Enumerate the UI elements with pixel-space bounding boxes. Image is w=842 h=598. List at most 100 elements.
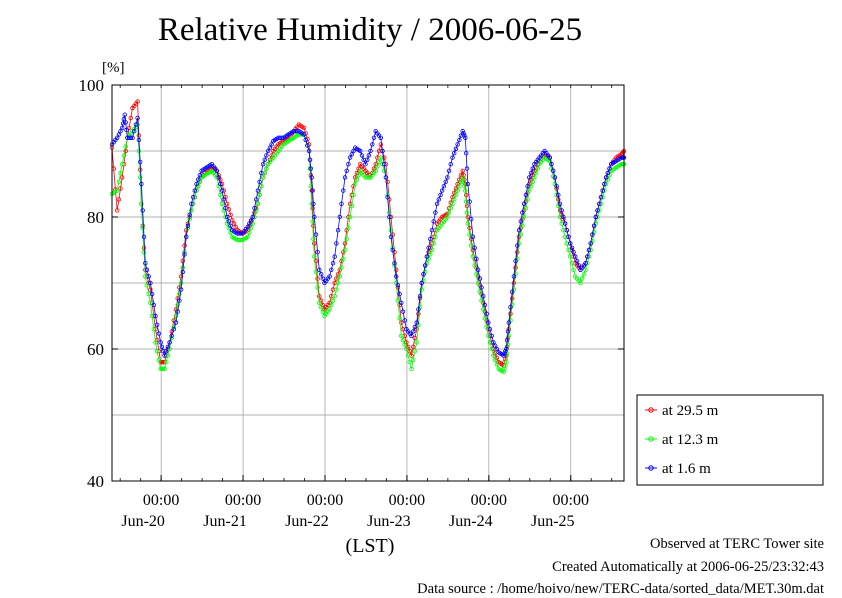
series-point-1: [114, 188, 120, 193]
series-point-2: [218, 181, 223, 187]
series-point-2: [221, 197, 226, 202]
series-point-2: [489, 333, 494, 338]
series-point-2: [185, 223, 191, 228]
series-point-0: [178, 274, 184, 279]
series-point-1: [151, 327, 156, 332]
series-point-2: [474, 256, 479, 261]
series-point-2: [370, 142, 375, 147]
series-point-2: [171, 327, 176, 332]
series-point-2: [183, 234, 189, 239]
series-point-1: [523, 205, 529, 211]
series-point-2: [504, 346, 509, 352]
series-point-2: [228, 223, 233, 228]
series-point-0: [460, 168, 465, 173]
series-point-1: [429, 247, 435, 253]
series-point-2: [154, 322, 160, 327]
series-point-2: [574, 258, 580, 264]
series-point-1: [580, 276, 585, 281]
series-point-2: [461, 131, 466, 136]
series-point-2: [385, 194, 390, 200]
series-point-2: [311, 201, 316, 206]
series-point-1: [491, 353, 496, 358]
series-point-2: [518, 219, 523, 224]
series-point-1: [455, 188, 460, 193]
footer-created: Created Automatically at 2006-06-25/23:3…: [552, 559, 824, 575]
series-point-2: [530, 166, 535, 171]
series-point-1: [453, 192, 459, 198]
series-point-1: [464, 210, 470, 215]
series-point-1: [376, 159, 382, 165]
chart-title: Relative Humidity / 2006-06-25: [157, 12, 583, 48]
series-point-1: [568, 254, 573, 259]
series-line-0: [111, 100, 625, 367]
series-point-2: [520, 210, 525, 215]
series-point-2: [315, 249, 320, 255]
series-point-1: [474, 272, 479, 277]
series-point-1: [162, 366, 167, 371]
series-point-2: [146, 274, 151, 279]
series-point-2: [394, 274, 399, 279]
series-point-1: [445, 214, 450, 220]
series-point-2: [597, 201, 602, 206]
series-point-2: [450, 155, 455, 160]
series-point-2: [363, 161, 368, 167]
x-axis-label: (LST): [346, 535, 395, 557]
series-point-0: [126, 125, 132, 131]
series-point-1: [373, 168, 378, 173]
series-point-2: [436, 197, 441, 202]
series-point-1: [452, 197, 457, 202]
series-point-1: [535, 166, 540, 171]
series-point-1: [484, 324, 489, 330]
x-tick-label-date: Jun-22: [285, 513, 329, 530]
series-point-0: [315, 276, 320, 281]
y-tick-label: 80: [87, 208, 104, 227]
series-point-2: [318, 272, 324, 277]
x-tick-label-time: 00:00: [307, 492, 343, 509]
series-point-2: [382, 161, 387, 167]
series-point-1: [139, 201, 144, 206]
series-point-2: [378, 135, 383, 140]
series-point-0: [504, 344, 510, 349]
series-point-2: [417, 294, 423, 299]
y-axis-label: [%]: [102, 60, 125, 76]
series-point-1: [457, 183, 462, 189]
series-point-1: [527, 188, 532, 193]
series-point-2: [472, 245, 477, 250]
y-tick-label: 60: [87, 340, 104, 359]
series-point-1: [400, 338, 406, 343]
series-point-0: [114, 208, 120, 213]
series-point-1: [569, 261, 575, 266]
series-point-1: [141, 249, 147, 255]
series-point-2: [182, 252, 187, 257]
series-point-2: [465, 181, 471, 187]
series-point-0: [171, 318, 176, 323]
series-point-2: [383, 175, 389, 180]
series-point-2: [312, 214, 317, 220]
series-point-2: [169, 333, 174, 338]
series-point-2: [605, 170, 610, 176]
series-point-1: [505, 342, 511, 347]
series-layer: [109, 99, 627, 375]
series-point-2: [434, 201, 440, 206]
y-tick-label: 100: [79, 76, 105, 95]
series-point-2: [224, 214, 230, 220]
series-point-1: [334, 287, 339, 292]
series-point-2: [591, 223, 597, 228]
series-point-2: [390, 247, 395, 253]
series-point-1: [469, 243, 474, 248]
series-point-1: [342, 247, 348, 253]
series-point-2: [559, 208, 564, 213]
series-point-1: [175, 302, 180, 308]
series-point-2: [153, 313, 158, 319]
series-point-1: [479, 298, 484, 303]
series-point-2: [160, 349, 166, 354]
series-point-2: [342, 175, 348, 180]
grid: [112, 85, 624, 481]
series-point-2: [141, 234, 147, 239]
series-point-1: [163, 360, 169, 365]
series-point-1: [578, 280, 583, 286]
series-point-2: [167, 340, 172, 345]
series-point-2: [423, 263, 428, 268]
series-point-2: [187, 212, 192, 217]
series-point-1: [245, 234, 250, 239]
